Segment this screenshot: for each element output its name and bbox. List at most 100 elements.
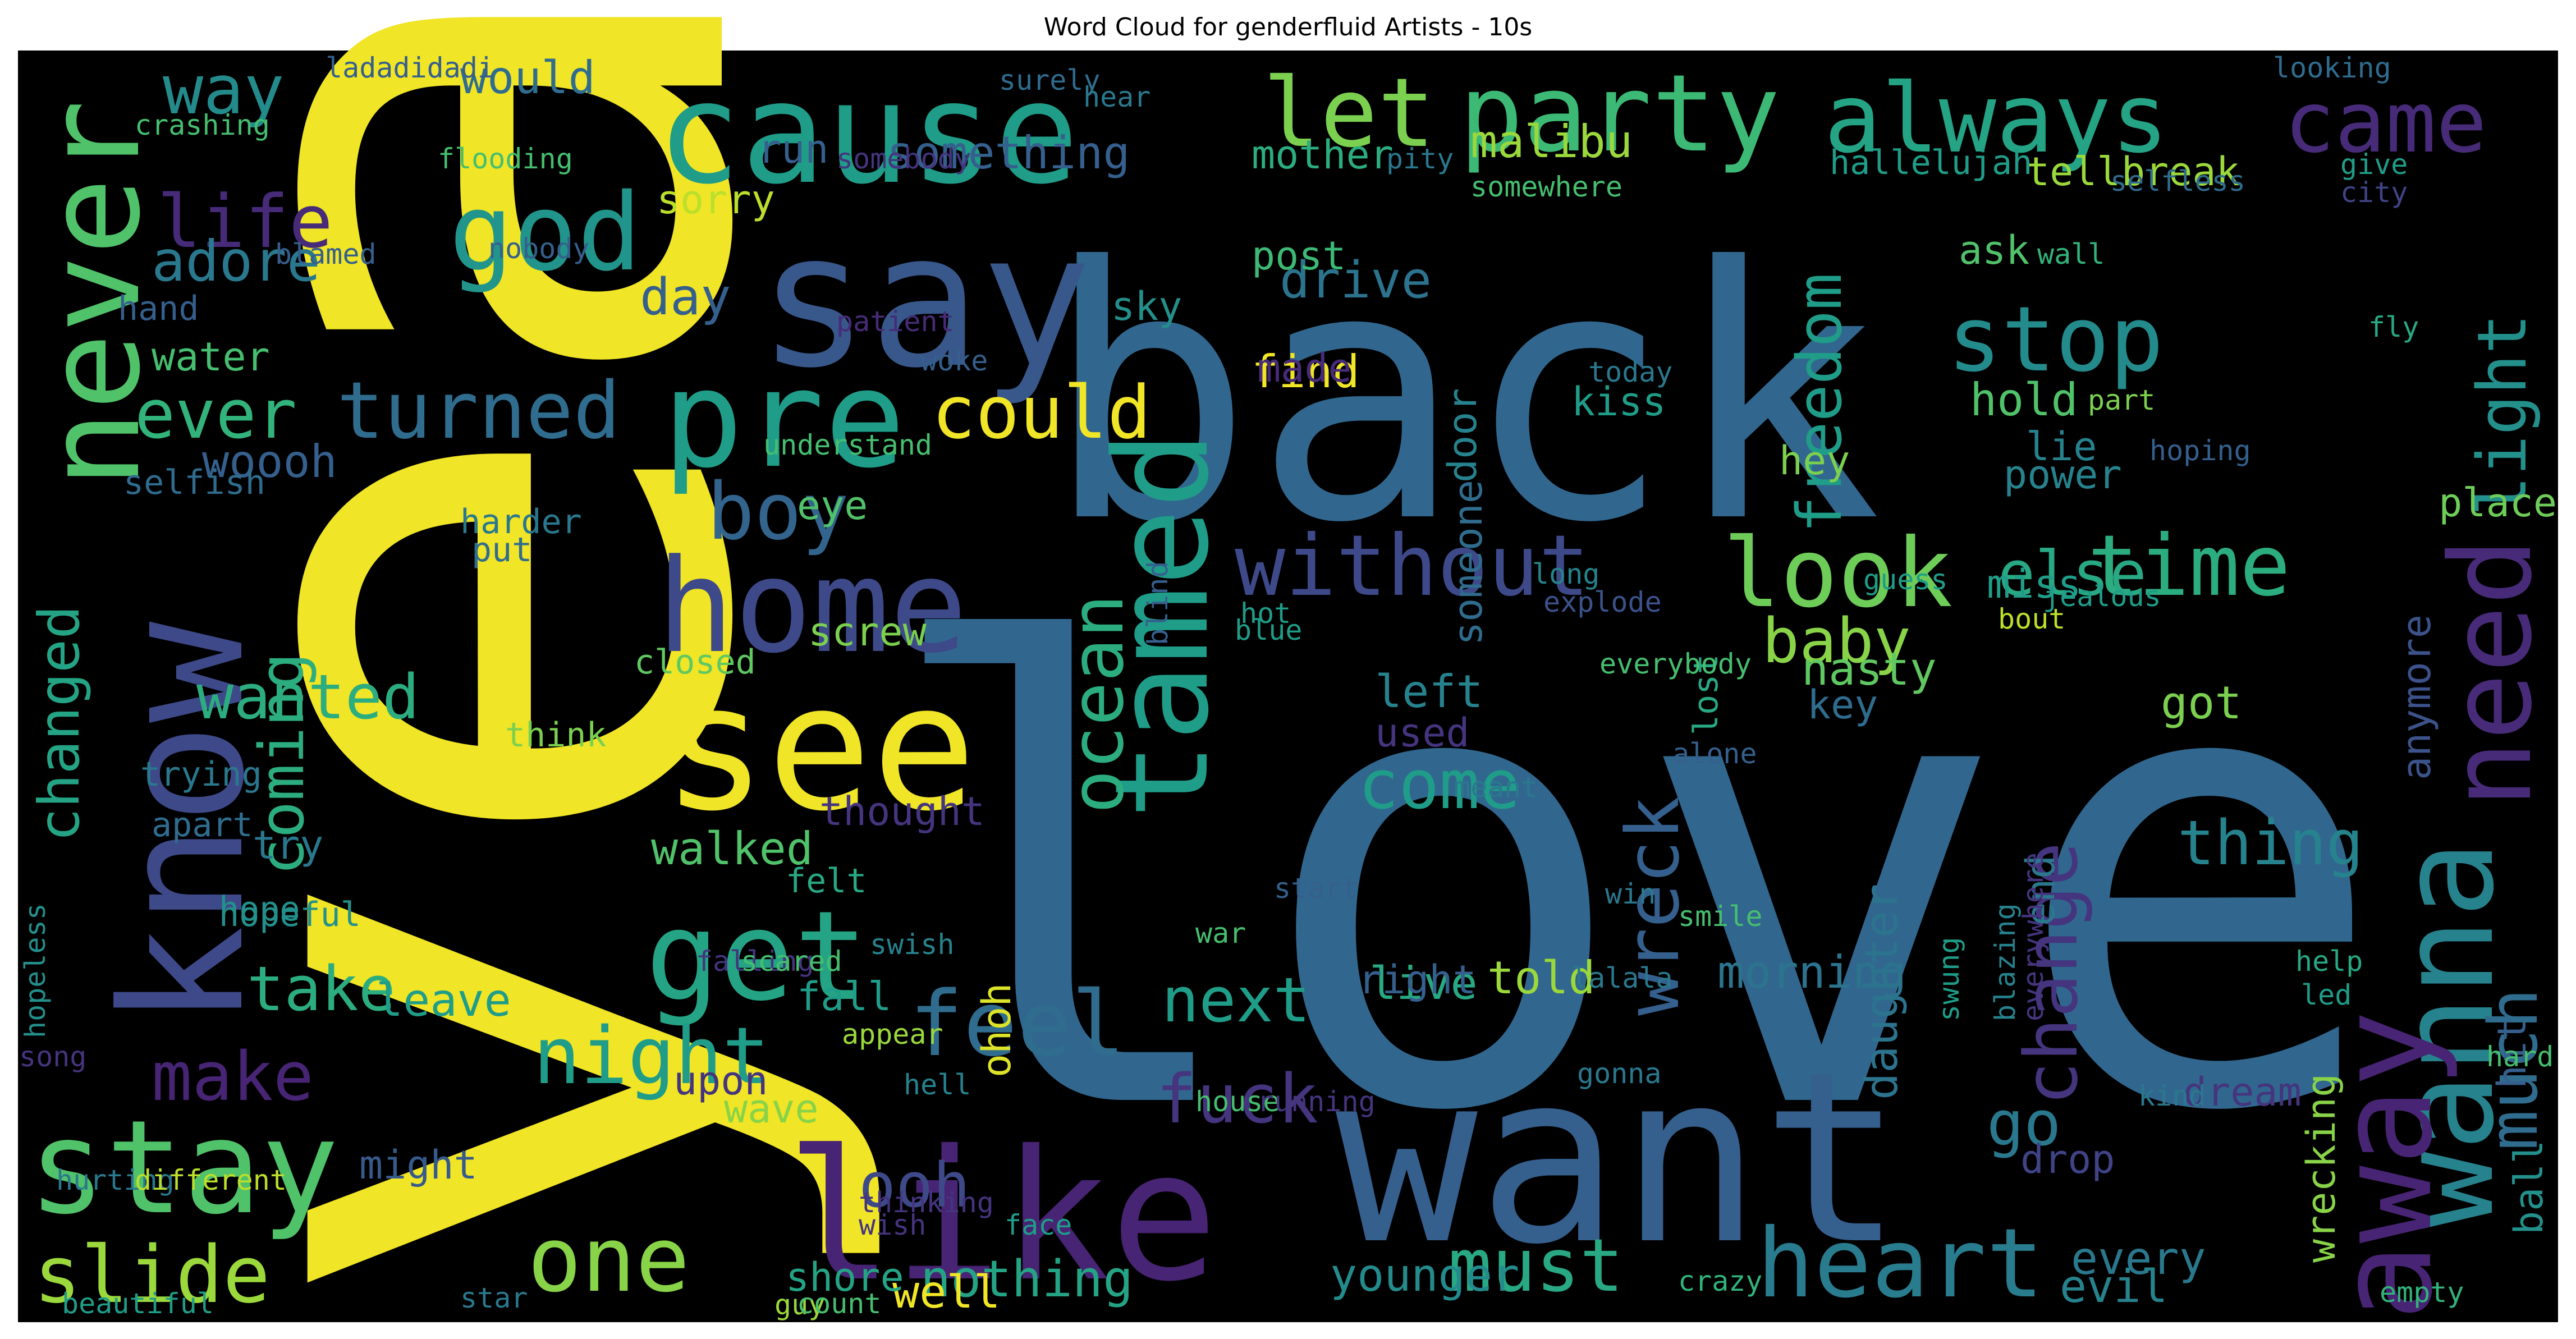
word-hurting: hurting [56, 1164, 175, 1196]
word-life: life [157, 179, 333, 264]
word-dream: dream [2183, 1069, 2302, 1115]
word-empty: empty [2380, 1276, 2464, 1309]
word-gonna: gonna [1577, 1057, 1662, 1090]
word-led: led [2301, 979, 2352, 1011]
word-ooh: ooh [859, 1149, 970, 1221]
word-war: war [1195, 917, 1246, 950]
word-say: say [758, 193, 1092, 409]
word-hopeless: hopeless [19, 903, 52, 1038]
word-well: well [892, 1266, 1001, 1318]
word-win: win [1605, 878, 1656, 910]
word-lost: lost [1686, 654, 1726, 736]
word-would: would [460, 52, 595, 104]
word-coming: coming [246, 653, 318, 875]
word-need: need [2426, 538, 2557, 808]
word-fuck: fuck [1156, 1061, 1318, 1139]
word-break: break [2121, 149, 2240, 195]
word-hand: hand [118, 289, 199, 328]
word-guy: guy [774, 1288, 825, 1321]
word-away: away [2311, 1010, 2461, 1321]
word-woke: woke [920, 345, 988, 377]
word-hell: hell [904, 1069, 971, 1101]
word-wreck: wreck [1610, 796, 1695, 1016]
word-nothing: nothing [920, 1250, 1133, 1309]
word-light: light [2464, 314, 2542, 516]
word-morning: morning [1717, 946, 1906, 998]
word-tamed: tamed [1088, 431, 1237, 819]
word-selfless: selfless [2110, 165, 2245, 198]
word-felt: felt [786, 861, 867, 901]
word-sky: sky [1111, 283, 1182, 329]
word-shore: shore [786, 1254, 904, 1300]
word-try: try [253, 822, 323, 868]
word-wish: wish [859, 1209, 926, 1241]
word-back: back [1044, 194, 1882, 599]
word-trying: trying [140, 755, 262, 794]
word-pre: pre [662, 341, 905, 498]
word-miss: miss [1987, 561, 2082, 607]
word-time: time [2088, 517, 2290, 615]
word-thing: thing [2178, 807, 2363, 879]
word-blue: blue [1235, 614, 1302, 646]
word-city: city [2340, 176, 2408, 209]
word-yeah: yeah [19, 0, 901, 1321]
word-without: without [1235, 517, 1589, 615]
word-stay: stay [28, 1093, 339, 1243]
word-god: god [449, 171, 641, 295]
word-wall: wall [2037, 238, 2105, 270]
word-nobody: nobody [488, 232, 590, 265]
word-lalala: lalala [1571, 962, 1673, 994]
word-looking: looking [2273, 52, 2391, 84]
word-smile: smile [1678, 900, 1763, 933]
word-left: left [1375, 666, 1483, 718]
word-jealous: jealous [2043, 580, 2161, 613]
word-give: give [2340, 148, 2408, 181]
word-woooh: woooh [202, 435, 337, 488]
word-everywhere: everywhere [2017, 852, 2050, 1021]
word-tell: tell [2026, 149, 2121, 195]
word-way: way [163, 52, 285, 130]
word-water: water [152, 334, 270, 380]
word-today: today [1588, 356, 1673, 388]
word-meant: meant [1454, 771, 1538, 804]
word-end: end [2018, 855, 2064, 926]
word-count: count [797, 1287, 882, 1320]
word-apart: apart [152, 805, 253, 845]
word-lie: lie [2026, 424, 2097, 470]
word-evil: evil [2060, 1260, 2168, 1313]
word-wrecking: wrecking [2298, 1074, 2344, 1263]
word-anymore: anymore [2394, 615, 2440, 780]
word-fall: fall [797, 974, 892, 1020]
word-house: house [1195, 1085, 1280, 1118]
word-blazing: blazing [1989, 903, 2022, 1021]
word-thinking: thinking [859, 1186, 994, 1219]
word-crazy: crazy [1678, 1265, 1763, 1297]
word-pity: pity [1386, 143, 1454, 175]
word-running: running [1257, 1085, 1376, 1118]
word-screw: screw [808, 609, 927, 655]
word-want: want [1336, 1022, 1903, 1296]
word-hot: hot [1240, 597, 1291, 630]
word-hold: hold [1970, 374, 2078, 426]
word-bout: bout [1998, 603, 2065, 635]
word-else: else [1998, 538, 2147, 609]
word-drive: drive [1280, 251, 1432, 310]
word-thought: thought [819, 788, 985, 834]
word-appear: appear [842, 1018, 943, 1051]
word-always: always [1824, 63, 2169, 175]
word-daughter: daughter [1855, 884, 1908, 1100]
word-get: get [645, 884, 868, 1028]
word-freedom: freedom [1784, 273, 1855, 533]
word-sorry: sorry [657, 177, 775, 223]
word-party: party [1459, 52, 1780, 176]
word-made: made [1257, 345, 1352, 391]
word-see: see [662, 647, 977, 850]
word-hard: hard [2486, 1040, 2554, 1073]
word-help: help [2295, 945, 2363, 978]
word-scared: scared [741, 945, 842, 978]
word-face: face [1005, 1209, 1072, 1241]
word-crashing: crashing [135, 109, 270, 141]
word-power: power [2004, 452, 2122, 498]
word-come: come [1358, 746, 1520, 824]
word-walked: walked [651, 823, 813, 875]
